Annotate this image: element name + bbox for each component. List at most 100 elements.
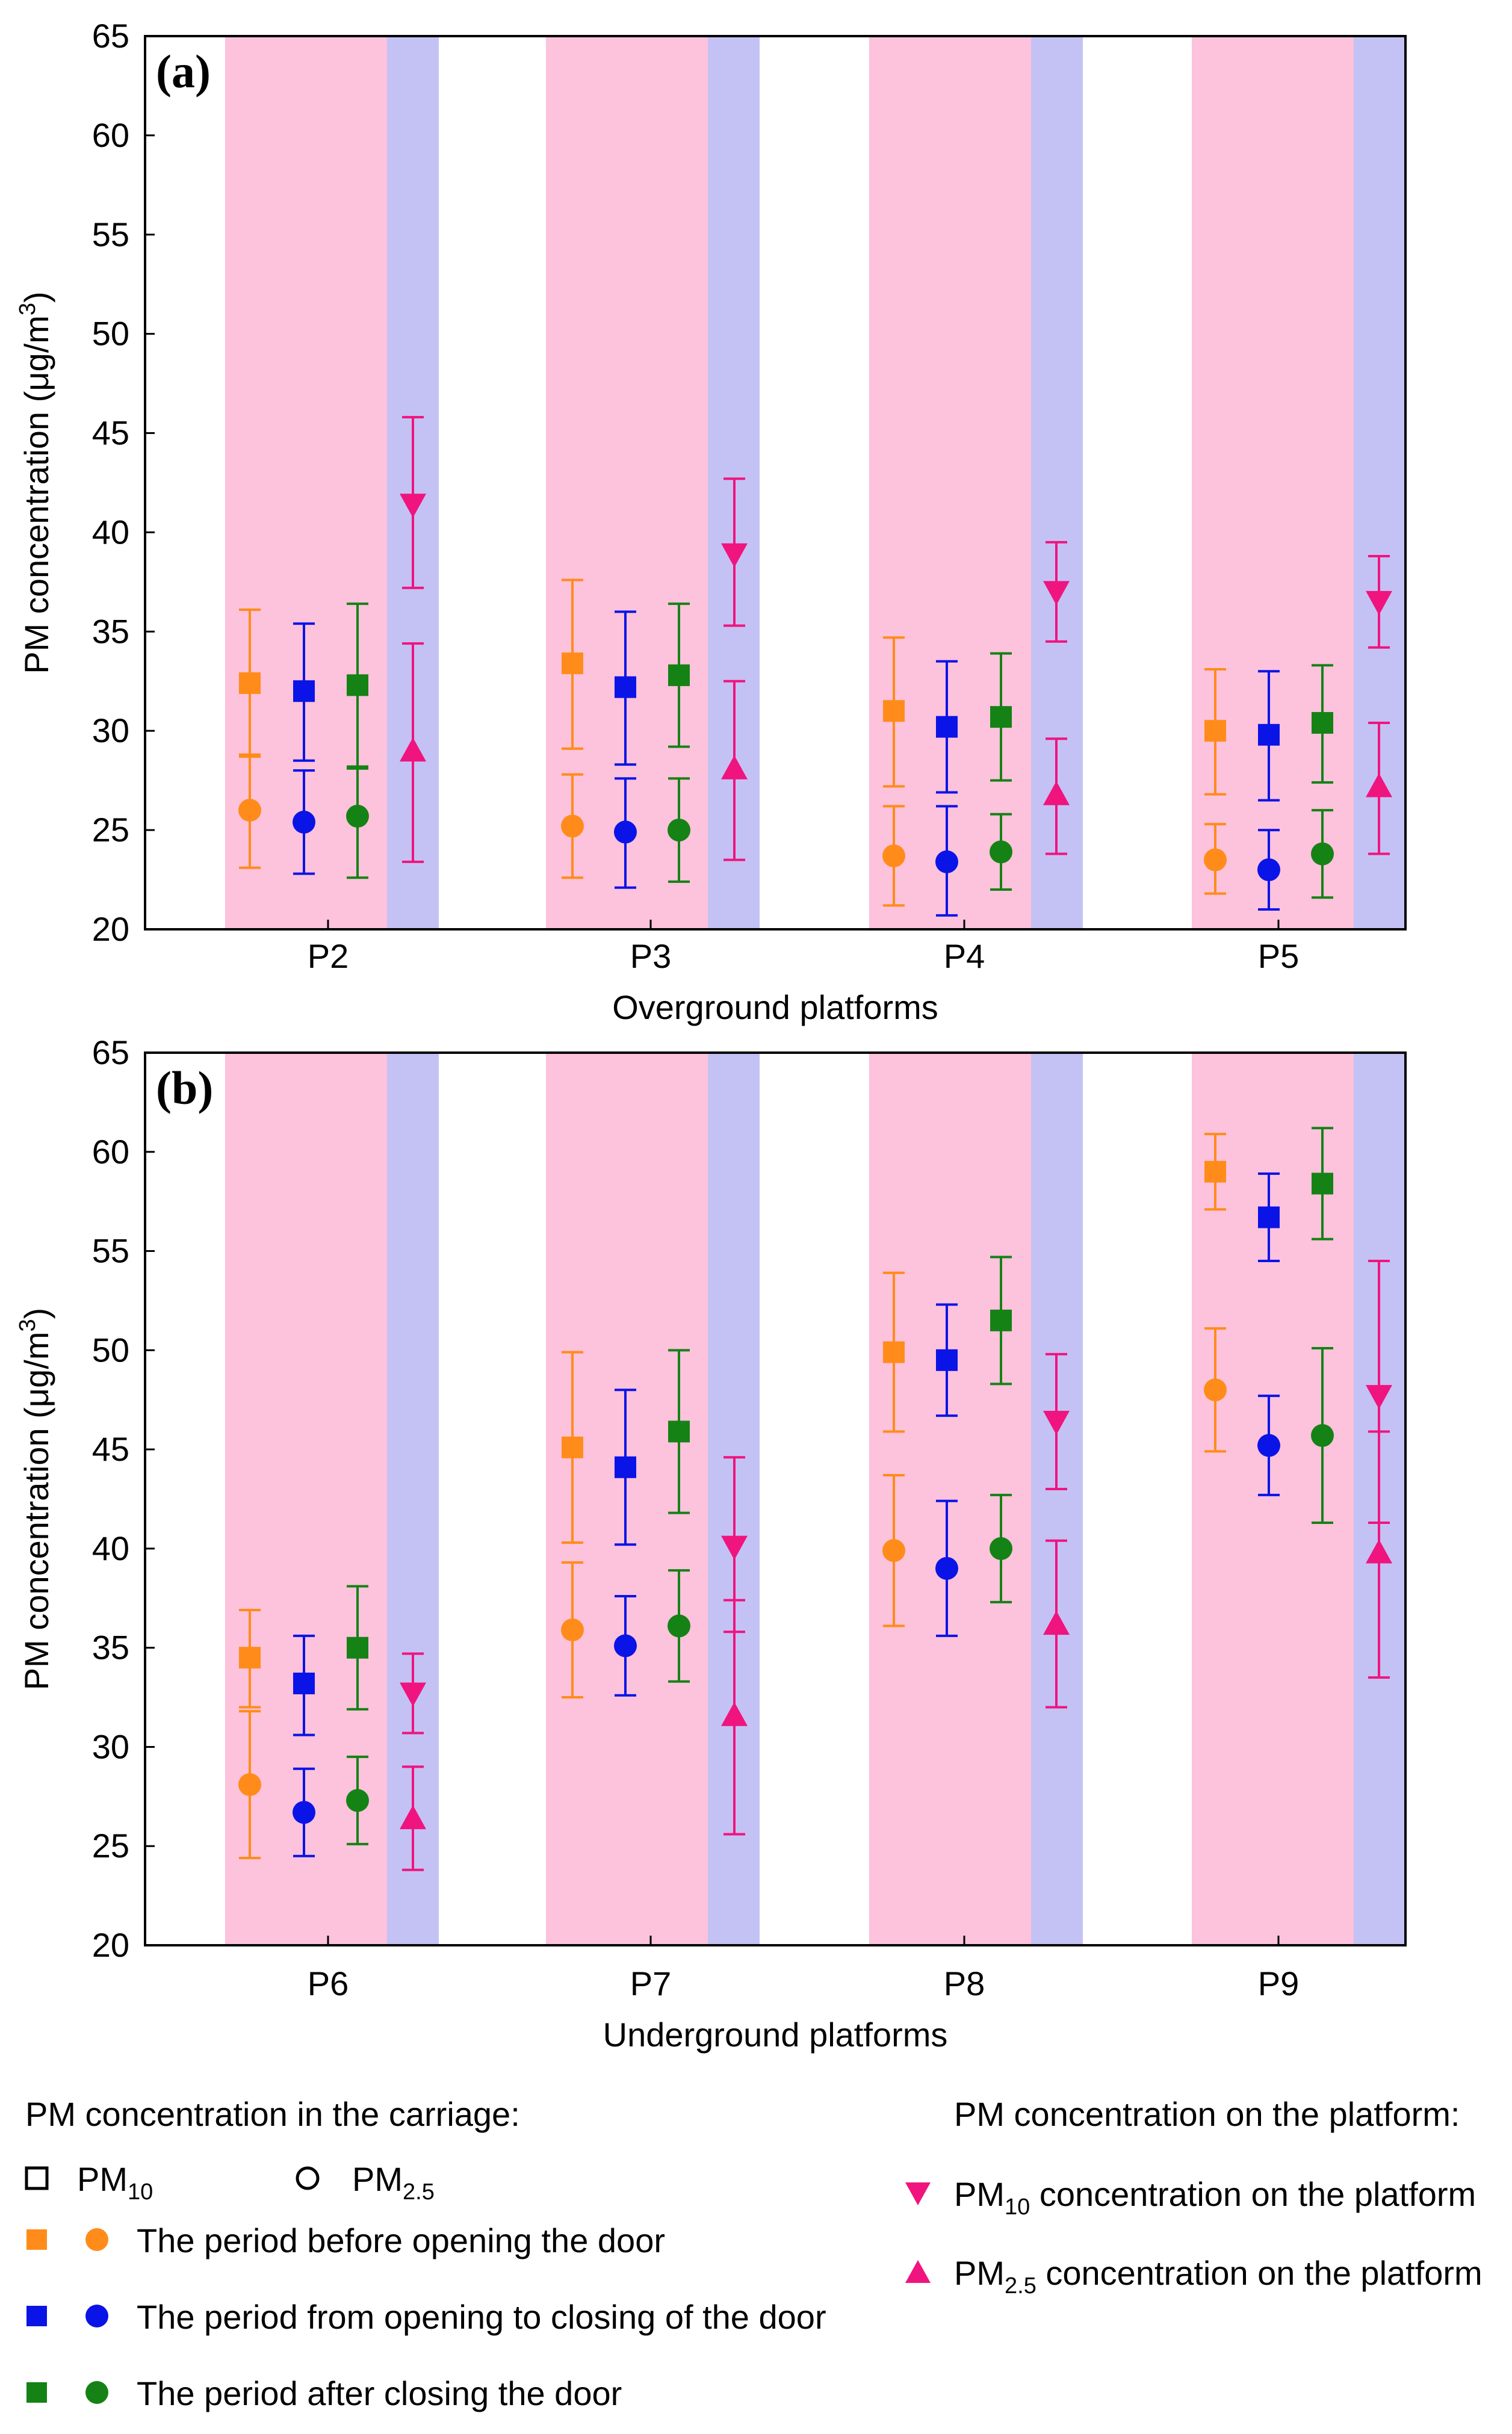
marker-triangle-up-PM25-platform-P5 — [1366, 773, 1392, 797]
legend-open-square-icon — [25, 2166, 49, 2190]
panel-label: (b) — [156, 1062, 213, 1114]
carriage-band-P4 — [869, 36, 1031, 929]
legend-before-label: The period before opening the door — [137, 2222, 665, 2259]
x-tick-label: P9 — [1258, 1965, 1300, 2002]
marker-square-PM10-after-P5 — [1312, 712, 1333, 734]
marker-square-PM10-during-P6 — [293, 1672, 315, 1694]
marker-square-PM10-after-P9 — [1312, 1172, 1333, 1195]
marker-circle-PM25-before-P4 — [882, 844, 905, 867]
marker-square-PM10-after-P3 — [668, 664, 690, 686]
y-tick-label: 60 — [92, 116, 129, 154]
y-tick-label: 45 — [92, 1430, 129, 1468]
marker-circle-PM25-after-P2 — [346, 805, 369, 828]
legend-pm10-label: PM10 — [77, 2160, 153, 2205]
marker-square-PM10-during-P8 — [936, 1349, 958, 1371]
marker-square-PM10-before-P2 — [239, 672, 261, 695]
marker-square-PM10-after-P7 — [668, 1420, 690, 1443]
legend-during-label: The period from opening to closing of th… — [137, 2298, 826, 2336]
marker-circle-PM25-after-P3 — [668, 819, 690, 842]
y-tick-label: 35 — [92, 1629, 129, 1667]
marker-square-PM10-before-P6 — [239, 1647, 261, 1669]
legend-platform-pm10-triangle-down-icon — [905, 2182, 931, 2205]
plot-frame — [144, 1051, 1407, 1946]
marker-circle-PM25-after-P8 — [990, 1537, 1012, 1560]
legend-before-circle-icon — [85, 2228, 108, 2251]
marker-circle-PM25-before-P9 — [1204, 1378, 1227, 1402]
legend-platform-pm25-label: PM2.5 concentration on the platform — [954, 2254, 1483, 2299]
y-axis-label-main: PM concentration (μg/m — [17, 315, 55, 674]
x-axis-label: Overground platforms — [612, 988, 938, 1026]
carriage-band-P9 — [1192, 1053, 1354, 1945]
y-tick-label: 55 — [92, 1232, 129, 1270]
marker-triangle-down-PM10-platform-P9 — [1366, 1385, 1392, 1410]
marker-square-PM10-before-P9 — [1204, 1160, 1226, 1183]
marker-square-PM10-during-P7 — [615, 1456, 636, 1478]
y-tick-label: 40 — [92, 513, 129, 551]
y-tick-label: 60 — [92, 1133, 129, 1171]
marker-square-PM10-before-P4 — [883, 700, 905, 722]
carriage-band-P3 — [546, 36, 708, 929]
marker-circle-PM25-during-P6 — [293, 1801, 315, 1824]
y-tick-label: 50 — [92, 315, 129, 353]
y-tick-label: 30 — [92, 711, 129, 749]
x-tick-label: P4 — [944, 937, 985, 975]
marker-triangle-down-PM10-platform-P3 — [721, 543, 748, 568]
marker-square-PM10-during-P3 — [615, 676, 636, 698]
marker-square-PM10-before-P5 — [1204, 720, 1226, 742]
carriage-band-P5 — [1192, 36, 1354, 929]
platform-band-P8 — [1031, 1053, 1083, 1945]
y-tick-label: 25 — [92, 811, 129, 849]
marker-square-PM10-before-P3 — [562, 652, 583, 675]
y-axis-label-superscript: 3 — [15, 303, 40, 315]
legend-after-square-icon — [26, 2382, 47, 2403]
legend-open-circle-icon — [296, 2166, 320, 2190]
x-tick-label: P2 — [308, 937, 349, 975]
marker-square-PM10-after-P6 — [347, 1637, 368, 1659]
marker-circle-PM25-after-P6 — [346, 1789, 369, 1812]
marker-triangle-up-PM25-platform-P3 — [721, 755, 748, 779]
marker-circle-PM25-before-P8 — [882, 1539, 905, 1562]
y-tick-label: 30 — [92, 1727, 129, 1765]
y-tick-label: 55 — [92, 215, 129, 253]
y-axis-label: PM concentration (μg/m3) — [15, 1308, 55, 1690]
y-tick-label: 65 — [92, 17, 129, 55]
marker-circle-PM25-after-P7 — [668, 1614, 690, 1638]
y-axis-label-superscript: 3 — [15, 1319, 40, 1331]
marker-triangle-up-PM25-platform-P2 — [400, 737, 426, 762]
y-tick-label: 50 — [92, 1331, 129, 1369]
legend-pm25-label: PM2.5 — [352, 2160, 435, 2205]
marker-circle-PM25-before-P3 — [561, 814, 584, 838]
marker-triangle-down-PM10-platform-P7 — [721, 1535, 748, 1560]
marker-circle-PM25-during-P8 — [935, 1556, 958, 1580]
legend-during-square-icon — [26, 2306, 47, 2326]
marker-triangle-up-PM25-platform-P9 — [1366, 1539, 1392, 1564]
marker-square-PM10-before-P8 — [883, 1341, 905, 1363]
panel-label: (a) — [156, 45, 211, 98]
marker-circle-PM25-after-P9 — [1311, 1424, 1334, 1448]
x-tick-label: P5 — [1258, 937, 1300, 975]
marker-circle-PM25-before-P6 — [238, 1773, 261, 1797]
legend-after-label: The period after closing the door — [137, 2374, 622, 2412]
marker-square-PM10-during-P2 — [293, 680, 315, 702]
plot-frame — [144, 35, 1407, 931]
marker-triangle-up-PM25-platform-P7 — [721, 1702, 748, 1726]
legend-carriage-title: PM concentration in the carriage: — [25, 2095, 520, 2133]
marker-circle-PM25-during-P3 — [614, 820, 637, 844]
y-axis-label: PM concentration (μg/m3) — [15, 291, 55, 674]
legend-after-circle-icon — [85, 2381, 108, 2404]
marker-circle-PM25-during-P9 — [1257, 1434, 1280, 1457]
marker-circle-PM25-during-P7 — [614, 1634, 637, 1658]
x-tick-label: P6 — [308, 1965, 349, 2002]
marker-triangle-down-PM10-platform-P8 — [1043, 1410, 1070, 1435]
legend-platform-pm10-label: PM10 concentration on the platform — [954, 2175, 1476, 2220]
y-tick-label: 20 — [92, 1926, 129, 1964]
marker-square-PM10-during-P5 — [1258, 723, 1280, 746]
legend-platform-title: PM concentration on the platform: — [954, 2095, 1460, 2133]
marker-circle-PM25-before-P7 — [561, 1618, 584, 1642]
marker-square-PM10-during-P9 — [1258, 1206, 1280, 1228]
marker-square-PM10-before-P7 — [562, 1436, 583, 1458]
carriage-band-P8 — [869, 1053, 1031, 1945]
y-tick-label: 35 — [92, 612, 129, 650]
x-tick-label: P8 — [944, 1965, 985, 2002]
